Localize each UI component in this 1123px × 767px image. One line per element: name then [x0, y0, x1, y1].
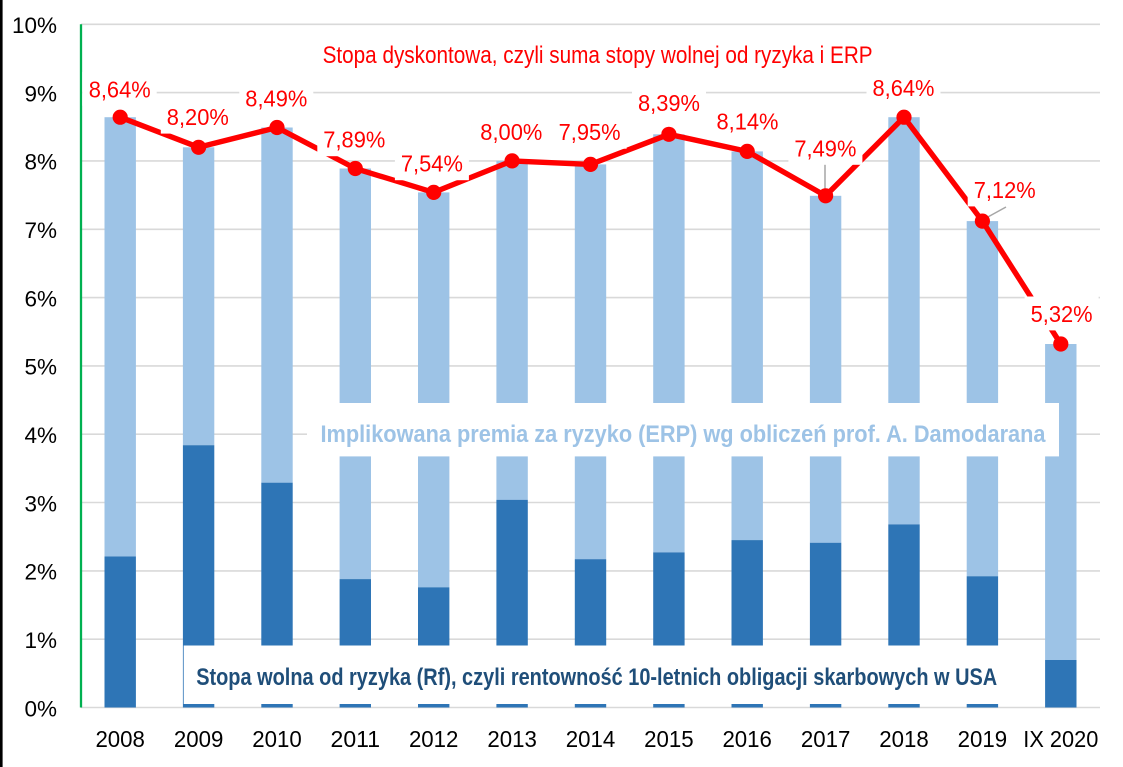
svg-text:7,49%: 7,49%: [794, 135, 856, 161]
svg-text:2013: 2013: [487, 726, 537, 752]
svg-text:4%: 4%: [24, 423, 57, 448]
svg-text:2015: 2015: [644, 726, 694, 752]
svg-text:7,54%: 7,54%: [401, 151, 463, 177]
svg-text:Implikowana premia za ryzyko (: Implikowana premia za ryzyko (ERP) wg ob…: [321, 421, 1047, 448]
svg-text:8,39%: 8,39%: [638, 90, 700, 116]
svg-text:2018: 2018: [879, 726, 929, 752]
svg-text:9%: 9%: [24, 81, 57, 106]
svg-text:10%: 10%: [12, 13, 57, 38]
svg-text:8,20%: 8,20%: [167, 104, 229, 130]
svg-text:1%: 1%: [24, 628, 57, 653]
svg-text:8,00%: 8,00%: [480, 119, 542, 145]
svg-text:8,49%: 8,49%: [245, 86, 307, 112]
svg-text:5%: 5%: [24, 355, 57, 380]
svg-text:2016: 2016: [722, 726, 772, 752]
svg-text:5,32%: 5,32%: [1031, 301, 1093, 327]
svg-text:3%: 3%: [24, 491, 57, 516]
svg-text:2010: 2010: [252, 726, 302, 752]
svg-text:2012: 2012: [409, 726, 459, 752]
svg-text:7%: 7%: [24, 218, 57, 243]
svg-text:2%: 2%: [24, 560, 57, 585]
svg-text:2011: 2011: [331, 726, 381, 752]
svg-text:7,12%: 7,12%: [974, 177, 1036, 203]
svg-text:2014: 2014: [566, 726, 616, 752]
svg-text:0%: 0%: [24, 696, 57, 721]
svg-text:Stopa dyskontowa, czyli suma s: Stopa dyskontowa, czyli suma stopy wolne…: [323, 42, 873, 69]
svg-text:7,95%: 7,95%: [559, 119, 621, 145]
svg-text:8,64%: 8,64%: [873, 75, 935, 101]
svg-text:2019: 2019: [958, 726, 1008, 752]
svg-text:2008: 2008: [95, 726, 145, 752]
svg-text:Stopa wolna od ryzyka (Rf), cz: Stopa wolna od ryzyka (Rf), czyli rentow…: [196, 664, 997, 691]
svg-text:7,89%: 7,89%: [323, 127, 385, 153]
svg-text:6%: 6%: [24, 286, 57, 311]
svg-text:2017: 2017: [801, 726, 851, 752]
svg-text:IX 2020: IX 2020: [1023, 726, 1098, 752]
svg-text:8%: 8%: [24, 150, 57, 175]
svg-text:8,14%: 8,14%: [717, 108, 779, 134]
svg-text:2009: 2009: [174, 726, 224, 752]
svg-text:8,64%: 8,64%: [89, 76, 151, 102]
